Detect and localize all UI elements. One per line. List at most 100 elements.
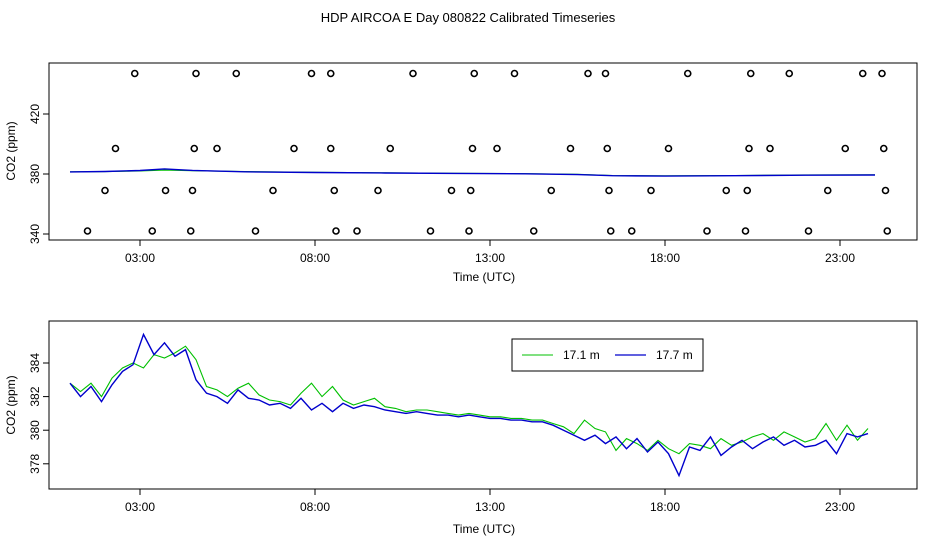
calibration-point	[745, 144, 753, 153]
bottom-plot-frame	[48, 320, 918, 490]
calibration-point	[251, 227, 260, 235]
top-plot-frame	[48, 62, 918, 241]
calibration-point	[664, 144, 673, 153]
calibration-point	[804, 227, 813, 235]
calibration-point	[566, 144, 575, 153]
legend-label-17-1m: 17.1 m	[563, 348, 600, 362]
calibration-point	[190, 144, 199, 153]
calibration-point	[307, 69, 316, 78]
calibration-point	[374, 186, 382, 195]
calibration-point	[547, 186, 556, 195]
top-series-lines	[69, 168, 876, 177]
x-tick-label: 08:00	[300, 251, 330, 265]
bottom-y-axis-title: CO2 (ppm)	[4, 375, 18, 434]
calibration-point	[111, 144, 120, 153]
calibration-point	[881, 186, 890, 195]
calibration-point	[465, 227, 473, 235]
calibration-point	[426, 227, 435, 235]
calibration-point	[148, 227, 157, 235]
calibration-point	[746, 69, 755, 78]
top-axis-ticks	[43, 113, 841, 246]
y-tick-label: 380	[28, 164, 42, 184]
top-panel: 340 380 420 03:00 08:00 13:00 18:00 23:00 Time…	[4, 62, 918, 284]
calibration-point	[605, 186, 613, 195]
chart-title: HDP AIRCOA E Day 080822 Calibrated Times…	[321, 10, 616, 25]
calibration-point	[186, 227, 195, 235]
calibration-point	[332, 227, 340, 235]
calibration-point	[529, 227, 538, 235]
top-calibration-points	[83, 69, 892, 235]
calibration-point	[703, 227, 711, 235]
calibration-point	[188, 186, 197, 195]
calibration-point	[290, 144, 298, 153]
calibration-point	[722, 186, 731, 195]
calibration-point	[766, 144, 774, 153]
calibration-point	[269, 186, 277, 195]
calibration-point	[447, 186, 456, 195]
calibration-point	[326, 69, 335, 78]
y-tick-label: 340	[28, 224, 42, 244]
calibration-point	[510, 69, 519, 78]
calibration-point	[606, 227, 615, 235]
calibration-point	[213, 144, 221, 153]
x-tick-label: 08:00	[300, 500, 330, 514]
calibration-point	[603, 144, 612, 153]
calibration-point	[879, 144, 888, 153]
y-tick-label: 382	[28, 386, 42, 406]
calibration-point	[858, 69, 867, 78]
calibration-point	[353, 227, 361, 235]
top-x-tick-labels: 03:00 08:00 13:00 18:00 23:00	[125, 251, 855, 265]
calibration-point	[83, 227, 92, 235]
bottom-panel: 378 380 382 384 03:00 08:00 13:00 18:00 23:00 T…	[4, 320, 918, 536]
bottom-x-tick-labels: 03:00 08:00 13:00 18:00 23:00	[125, 500, 855, 514]
calibration-point	[409, 69, 417, 78]
x-tick-label: 18:00	[650, 251, 680, 265]
x-tick-label: 13:00	[475, 251, 505, 265]
x-tick-label: 23:00	[825, 251, 855, 265]
calibration-point	[741, 227, 750, 235]
legend: 17.1 m 17.7 m	[511, 338, 704, 372]
x-tick-label: 23:00	[825, 500, 855, 514]
top-x-axis-title: Time (UTC)	[453, 270, 515, 284]
top-y-tick-labels: 340 380 420	[28, 104, 42, 244]
x-tick-label: 13:00	[475, 500, 505, 514]
bottom-series-lines	[69, 332, 869, 478]
calibration-point	[647, 186, 655, 195]
calibration-point	[584, 69, 592, 78]
calibration-point	[326, 144, 335, 153]
calibration-point	[743, 186, 752, 195]
y-tick-label: 420	[28, 104, 42, 124]
calibration-point	[601, 69, 610, 78]
top-y-axis-title: CO2 (ppm)	[4, 121, 18, 180]
calibration-point	[466, 186, 475, 195]
calibration-point	[627, 227, 636, 235]
calibration-point	[130, 69, 139, 78]
x-tick-label: 03:00	[125, 500, 155, 514]
series-line-17-7-m	[69, 332, 869, 478]
calibration-point	[161, 186, 170, 195]
calibration-point	[468, 144, 477, 153]
calibration-point	[683, 69, 692, 78]
calibration-point	[192, 69, 200, 78]
calibration-point	[883, 227, 892, 235]
calibration-point	[232, 69, 241, 78]
calibration-point	[785, 69, 794, 78]
calibration-point	[841, 144, 850, 153]
calibration-point	[823, 186, 832, 195]
calibration-point	[101, 186, 109, 195]
x-tick-label: 18:00	[650, 500, 680, 514]
calibration-point	[386, 144, 395, 153]
y-tick-label: 384	[28, 353, 42, 373]
calibration-point	[470, 69, 479, 78]
y-tick-label: 378	[28, 453, 42, 473]
y-tick-label: 380	[28, 420, 42, 440]
bottom-y-tick-labels: 378 380 382 384	[28, 353, 42, 474]
legend-label-17-7m: 17.7 m	[656, 348, 693, 362]
x-tick-label: 03:00	[125, 251, 155, 265]
calibration-point	[878, 69, 886, 78]
bottom-x-axis-title: Time (UTC)	[453, 522, 515, 536]
bottom-axis-ticks	[43, 362, 841, 495]
calibration-point	[330, 186, 339, 195]
calibration-point	[493, 144, 501, 153]
